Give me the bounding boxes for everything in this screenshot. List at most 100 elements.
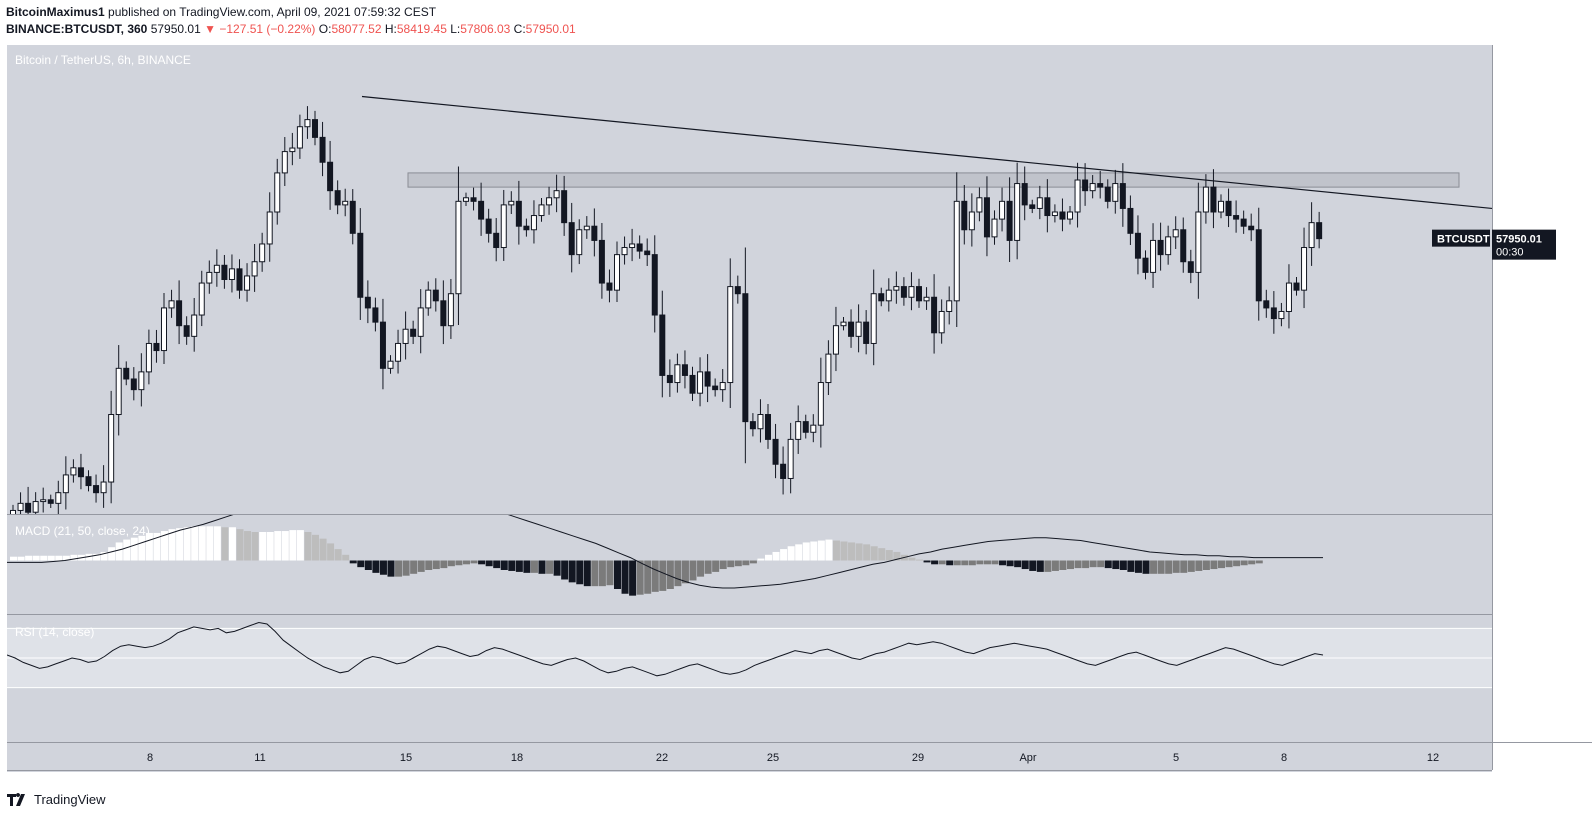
candle-body [629, 243, 636, 249]
candle-body [447, 293, 454, 327]
candle-body [281, 151, 288, 174]
macd-histogram-bar [546, 560, 554, 574]
candle [266, 192, 273, 262]
macd-histogram-bar [742, 560, 750, 566]
macd-histogram-bar [319, 538, 327, 561]
macd-histogram-bar [953, 560, 961, 566]
candle [1051, 204, 1058, 223]
macd-title: MACD (21, 50, close, 24) [15, 524, 150, 538]
price-tick-label: 60000.00 [1498, 161, 1544, 173]
candle [478, 182, 485, 236]
candle-body [32, 501, 39, 513]
candle-body [568, 222, 575, 256]
candle [1165, 225, 1172, 265]
candle-body [1006, 200, 1013, 241]
macd-histogram-bar [342, 554, 350, 561]
candle [697, 357, 704, 407]
candle [719, 369, 726, 402]
macd-histogram-bar [1044, 560, 1052, 572]
macd-histogram-bar [810, 541, 818, 561]
macd-histogram-bar [946, 560, 954, 566]
macd-histogram-bar [923, 560, 931, 563]
candle [17, 492, 24, 514]
macd-histogram-bar [1240, 560, 1248, 566]
macd-histogram-bar [115, 542, 123, 561]
candle [1225, 188, 1232, 228]
candle-body [183, 325, 190, 337]
candle [757, 399, 764, 443]
rsi-tick-label: 60.00 [1502, 638, 1530, 650]
candle-body [1225, 200, 1232, 217]
candle-body [546, 197, 553, 206]
macd-histogram-bar [161, 531, 168, 561]
macd-histogram-bar [176, 528, 184, 561]
candle [1097, 170, 1104, 199]
macd-histogram-bar [55, 555, 63, 561]
candle-body [704, 371, 711, 387]
macd-histogram-bar [455, 560, 463, 566]
candle-body [100, 481, 107, 494]
candle [1240, 210, 1247, 234]
candle-body [10, 509, 16, 514]
time-tick-label: 12 [1427, 752, 1439, 764]
macd-histogram-bar [999, 560, 1007, 566]
candle [123, 361, 130, 386]
macd-histogram-bar [485, 560, 493, 567]
candle-body [1051, 211, 1058, 217]
candle [878, 287, 885, 307]
last-price-badge-price: 57950.01 [1496, 234, 1542, 246]
candle-body [538, 204, 545, 217]
candle-body [515, 200, 522, 227]
macd-histogram-bar [825, 539, 833, 561]
symbol-badge [1432, 229, 1490, 247]
candle [983, 176, 990, 257]
candle [1180, 217, 1187, 273]
candle-body [840, 321, 847, 327]
candle [1278, 302, 1285, 327]
macd-histogram-bar [515, 560, 523, 572]
candle [931, 274, 938, 354]
candle-body [606, 282, 613, 291]
macd-histogram-bar [780, 549, 788, 561]
macd-histogram-bar [357, 560, 365, 568]
time-tick-label: 8 [1281, 752, 1287, 764]
candle [463, 192, 469, 206]
macd-histogram-bar [916, 559, 923, 561]
candle [32, 492, 39, 514]
macd-histogram-bar [795, 544, 803, 561]
symbol-badge-text: BTCUSDT [1437, 234, 1490, 246]
candle [734, 275, 741, 304]
candle [62, 456, 69, 510]
candle [364, 280, 371, 324]
author-name[interactable]: BitcoinMaximus1 [6, 5, 105, 19]
candle-body [40, 499, 47, 503]
candle-body [425, 289, 432, 309]
macd-histogram-bar [1097, 560, 1105, 568]
candle-body [266, 211, 273, 245]
low-value: 57806.03 [460, 22, 511, 36]
macd-histogram-bar [734, 560, 742, 567]
candle-body [387, 360, 394, 369]
macd-histogram-bar [1112, 560, 1120, 570]
candle [153, 329, 160, 363]
macd-histogram-bar [1142, 560, 1150, 574]
macd-histogram-bar [198, 526, 206, 561]
macd-histogram-bar [1089, 560, 1097, 568]
candle-body [530, 215, 537, 231]
candle [25, 486, 32, 514]
candle [651, 235, 658, 333]
macd-histogram-bar [651, 560, 659, 592]
candle-body [55, 492, 62, 504]
macd-histogram-bar [410, 560, 418, 574]
candle [976, 187, 983, 222]
tradingview-brand[interactable]: TradingView [7, 792, 106, 807]
candle-body [1255, 229, 1262, 302]
candle-body [485, 218, 492, 234]
candle [893, 271, 900, 304]
candle-body [870, 293, 877, 344]
candle-body [1029, 204, 1036, 209]
macd-histogram-bar [289, 530, 297, 561]
macd-histogram-bar [961, 560, 969, 566]
candle [395, 329, 402, 374]
